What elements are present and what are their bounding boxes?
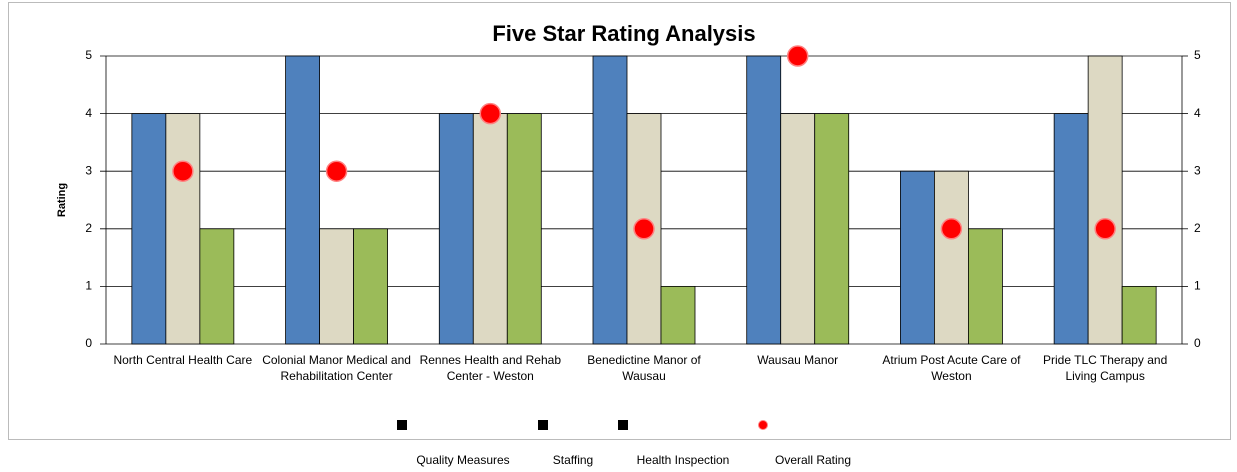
rating-dot	[940, 218, 963, 240]
x-tick-label: North Central Health Care	[113, 353, 253, 367]
bar	[438, 113, 474, 345]
bar	[199, 228, 235, 345]
y2-tick-label: 3	[1194, 163, 1201, 177]
bar	[285, 55, 320, 345]
x-tick-label: Colonial Manor Medical and Rehabilitatio…	[262, 353, 411, 383]
legend-label: Staffing	[553, 453, 593, 467]
x-tick-label: Benedictine Manor of Wausau	[587, 353, 701, 383]
y2-tick-label: 2	[1194, 221, 1201, 235]
bar	[592, 55, 628, 345]
y-axis-label: Rating	[56, 183, 68, 217]
x-tick-label: Wausau Manor	[757, 353, 839, 367]
bar	[814, 113, 850, 345]
rating-dot	[633, 218, 655, 240]
x-tick-label: Rennes Health and Rehab Center - Weston	[419, 353, 561, 383]
y-tick-label: 0	[85, 336, 92, 350]
bar	[900, 170, 935, 345]
bar	[968, 228, 1003, 345]
bar	[746, 55, 782, 345]
y2-tick-label: 5	[1194, 48, 1201, 62]
bar	[1121, 285, 1157, 345]
rating-dot	[786, 45, 809, 67]
rating-dot	[325, 160, 348, 182]
x-tick-label: Atrium Post Acute Care of Weston	[882, 353, 1021, 383]
bar	[353, 228, 388, 345]
y2-tick-label: 1	[1194, 279, 1201, 293]
rating-dot	[172, 160, 194, 182]
legend-marker	[758, 420, 768, 430]
legend-label: Health Inspection	[637, 453, 730, 467]
legend-marker	[397, 420, 407, 430]
bar	[780, 113, 816, 345]
x-tick-label: Pride TLC Therapy and Living Campus	[1042, 353, 1168, 383]
legend-marker	[618, 420, 628, 430]
rating-dot	[479, 102, 502, 125]
chart-title: Five Star Rating Analysis	[492, 21, 755, 46]
legend-label: Quality Measures	[416, 453, 509, 467]
y2-tick-label: 4	[1194, 106, 1201, 120]
bar	[660, 285, 696, 345]
legend-marker	[538, 420, 548, 430]
bar	[165, 113, 201, 345]
rating-dot	[1094, 218, 1116, 240]
y-tick-label: 3	[85, 163, 92, 177]
y-tick-label: 2	[85, 221, 92, 235]
bar	[1087, 55, 1123, 345]
y-tick-label: 5	[85, 48, 92, 62]
bar	[319, 228, 354, 345]
y-tick-label: 4	[85, 106, 92, 120]
y2-tick-label: 0	[1194, 336, 1201, 350]
bar	[934, 170, 969, 345]
bar	[472, 113, 508, 345]
bar	[1053, 113, 1089, 345]
bar	[506, 113, 542, 345]
legend-label: Overall Rating	[775, 453, 851, 467]
bar	[131, 113, 167, 345]
y-tick-label: 1	[85, 279, 92, 293]
